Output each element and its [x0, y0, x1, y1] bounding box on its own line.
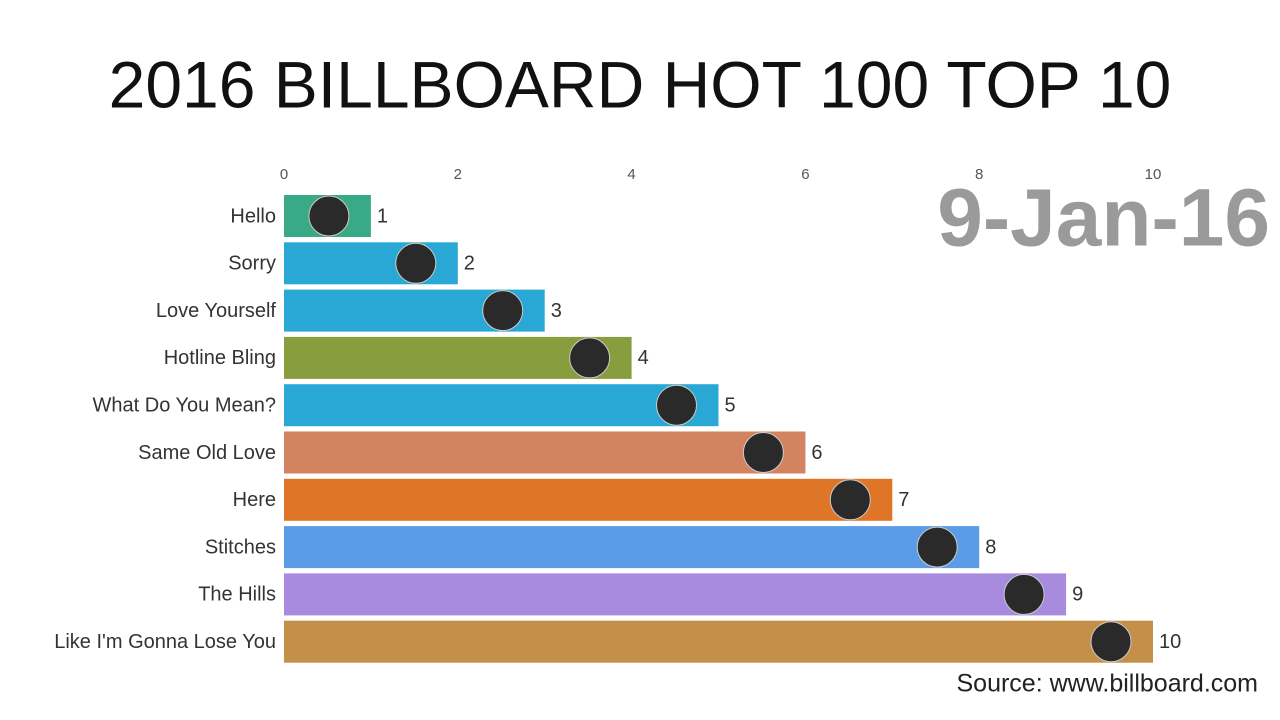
y-tick-label: Hotline Bling	[164, 347, 276, 369]
value-label: 7	[898, 489, 909, 511]
bar	[284, 526, 980, 569]
artist-avatar	[656, 384, 697, 426]
source-note: Source: www.billboard.com	[956, 670, 1258, 698]
y-tick-label: The Hills	[198, 584, 276, 606]
x-tick-label: 0	[280, 166, 288, 183]
value-label: 5	[725, 394, 736, 416]
y-tick-label: Sorry	[228, 253, 276, 275]
x-tick-label: 2	[454, 166, 462, 183]
y-tick-label: What Do You Mean?	[93, 394, 276, 416]
x-tick-label: 8	[975, 166, 983, 183]
artist-avatar	[829, 479, 871, 521]
value-label: 6	[811, 442, 822, 464]
artist-avatar	[482, 290, 524, 332]
value-label: 9	[1072, 584, 1083, 606]
artist-avatar	[742, 432, 784, 473]
x-tick-label: 10	[1145, 166, 1162, 183]
y-tick-label: Here	[233, 489, 276, 511]
artist-avatar	[308, 195, 350, 237]
value-label: 1	[377, 205, 388, 227]
value-label: 3	[551, 300, 562, 322]
y-tick-label: Same Old Love	[138, 442, 276, 464]
y-tick-label: Love Yourself	[156, 300, 277, 322]
artist-avatar	[395, 242, 437, 284]
x-tick-label: 4	[627, 166, 635, 183]
value-label: 2	[464, 253, 475, 275]
x-tick-label: 6	[801, 166, 809, 183]
value-label: 10	[1159, 631, 1181, 653]
artist-avatar	[569, 337, 611, 379]
y-tick-label: Hello	[230, 205, 276, 227]
artist-avatar	[1003, 573, 1045, 615]
bar	[284, 573, 1067, 616]
y-tick-label: Stitches	[205, 536, 276, 558]
value-label: 8	[985, 536, 996, 558]
bar	[284, 478, 893, 521]
artist-avatar	[916, 526, 958, 568]
artist-avatar	[1090, 621, 1132, 663]
value-label: 4	[638, 347, 649, 369]
bar	[284, 620, 1153, 663]
chart-title: 2016 BILLBOARD HOT 100 TOP 10	[109, 47, 1172, 121]
bar	[284, 431, 806, 474]
date-label: 9-Jan-16	[937, 173, 1270, 264]
y-tick-label: Like I'm Gonna Lose You	[54, 631, 276, 653]
bar	[284, 384, 719, 427]
